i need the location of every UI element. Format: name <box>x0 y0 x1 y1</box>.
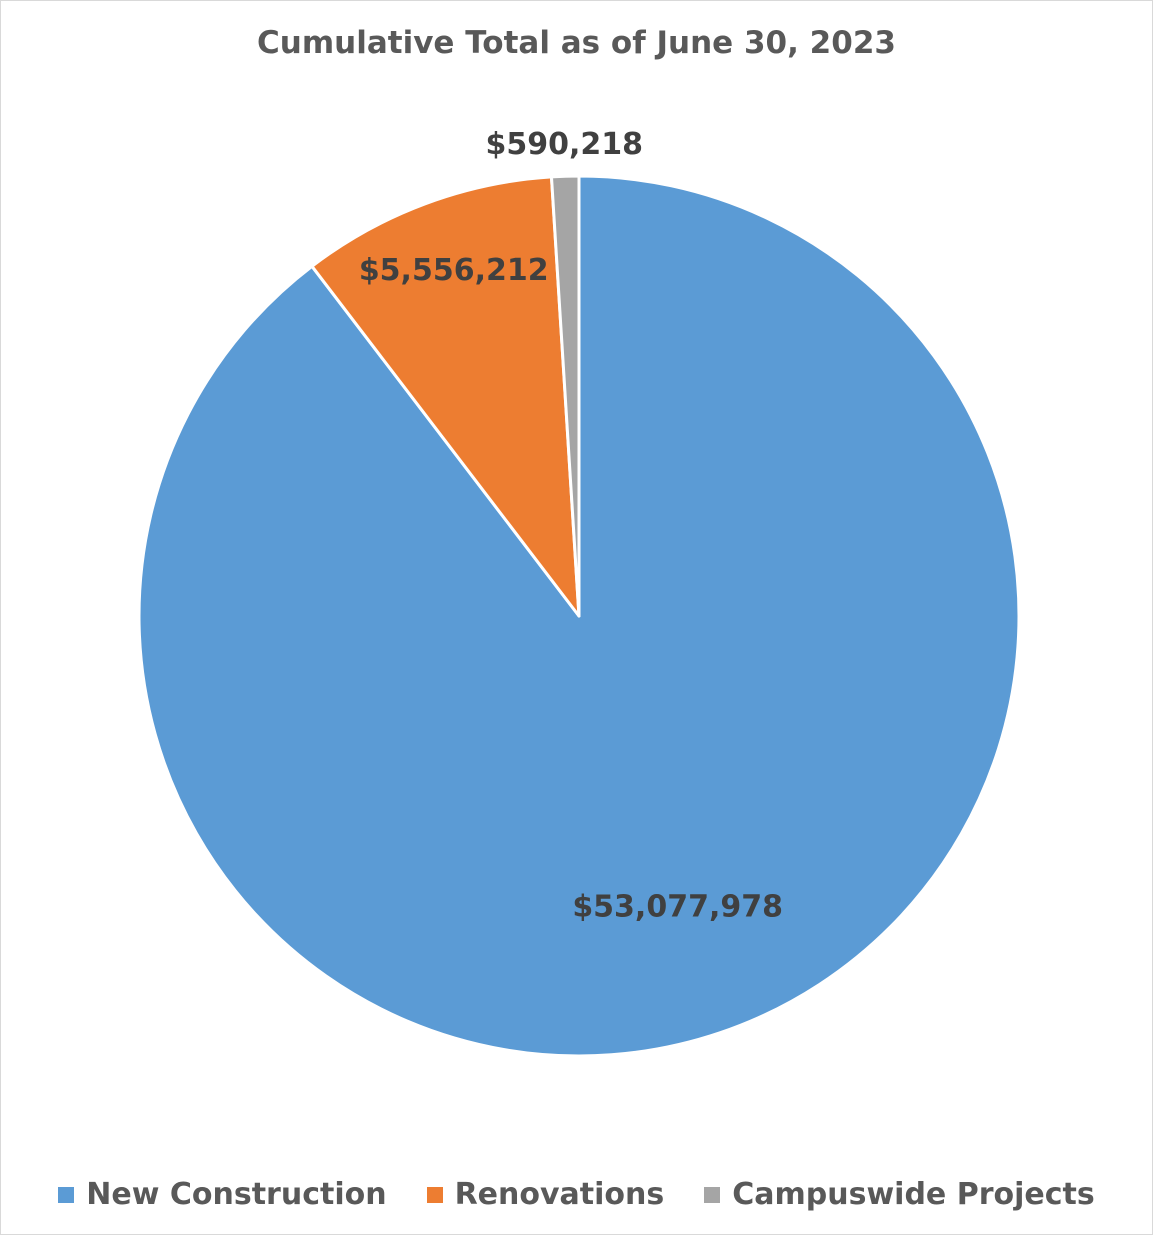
legend-swatch-new-construction <box>58 1186 75 1203</box>
legend-swatch-renovations <box>426 1186 443 1203</box>
legend: New Construction Renovations Campuswide … <box>1 1177 1152 1212</box>
data-label-campuswide-projects: $590,218 <box>486 127 644 162</box>
legend-item-new-construction[interactable]: New Construction <box>58 1177 387 1212</box>
legend-swatch-campuswide-projects <box>704 1186 721 1203</box>
pie-slice-campuswide-projects[interactable] <box>549 174 581 618</box>
pie-chart: $53,077,978 $5,556,212 $590,218 <box>137 127 1021 1058</box>
legend-item-renovations[interactable]: Renovations <box>426 1177 665 1212</box>
legend-label-renovations: Renovations <box>454 1177 665 1212</box>
data-label-renovations: $5,556,212 <box>359 253 549 288</box>
chart-title: Cumulative Total as of June 30, 2023 <box>257 25 896 61</box>
data-label-new-construction: $53,077,978 <box>572 889 783 924</box>
legend-label-campuswide-projects: Campuswide Projects <box>732 1177 1095 1212</box>
legend-label-new-construction: New Construction <box>86 1177 387 1212</box>
legend-item-campuswide-projects[interactable]: Campuswide Projects <box>704 1177 1095 1212</box>
pie-slice-renovations[interactable] <box>310 175 581 618</box>
